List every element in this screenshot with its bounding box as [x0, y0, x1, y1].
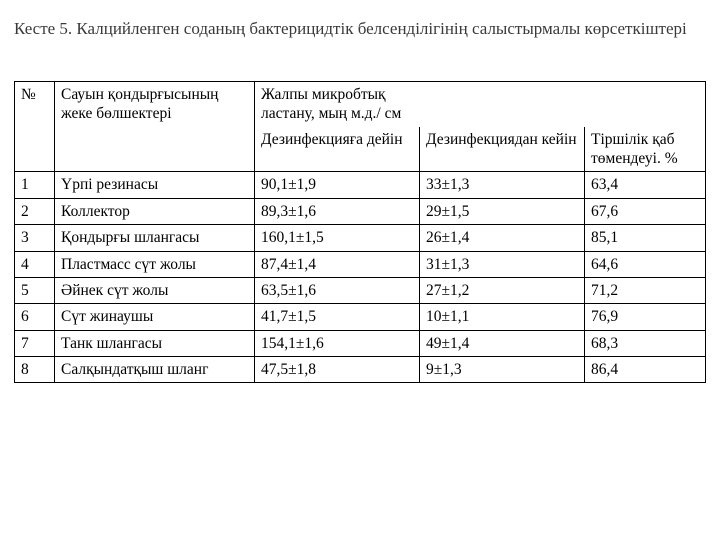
cell-before: 63,5±1,6: [255, 277, 420, 303]
table-row: 5 Әйнек сүт жолы 63,5±1,6 27±1,2 71,2: [15, 277, 706, 303]
cell-before: 47,5±1,8: [255, 357, 420, 383]
header-before: Дезинфекцияға дейін: [255, 127, 420, 172]
table-row: 1 Үрпі резинасы 90,1±1,9 33±1,3 63,4: [15, 172, 706, 198]
cell-before: 90,1±1,9: [255, 172, 420, 198]
cell-part: Сүт жинаушы: [55, 304, 255, 330]
cell-dec: 63,4: [585, 172, 706, 198]
table-row: 4 Пластмасс сүт жолы 87,4±1,4 31±1,3 64,…: [15, 251, 706, 277]
table-row: 6 Сүт жинаушы 41,7±1,5 10±1,1 76,9: [15, 304, 706, 330]
data-table: № Сауын қондырғысының жеке бөлшектері Жа…: [14, 81, 706, 384]
table-row: 7 Танк шлангасы 154,1±1,6 49±1,4 68,3: [15, 330, 706, 356]
table-row: 8 Салқындатқыш шланг 47,5±1,8 9±1,3 86,4: [15, 357, 706, 383]
table-caption: Кесте 5. Калцийленген соданың бактерицид…: [14, 18, 706, 41]
header-after: Дезинфекциядан кейін: [420, 127, 585, 172]
cell-part: Коллектор: [55, 198, 255, 224]
header-part: Сауын қондырғысының жеке бөлшектері: [55, 81, 255, 126]
cell-dec: 64,6: [585, 251, 706, 277]
cell-num: 7: [15, 330, 55, 356]
header-group-a: Жалпы микробтық ластану, мың м.д./ см: [255, 81, 420, 126]
cell-num: 4: [15, 251, 55, 277]
cell-part: Салқындатқыш шланг: [55, 357, 255, 383]
cell-before: 154,1±1,6: [255, 330, 420, 356]
cell-before: 41,7±1,5: [255, 304, 420, 330]
cell-before: 89,3±1,6: [255, 198, 420, 224]
header-row-1: № Сауын қондырғысының жеке бөлшектері Жа…: [15, 81, 706, 126]
cell-part: Пластмасс сүт жолы: [55, 251, 255, 277]
cell-dec: 85,1: [585, 225, 706, 251]
header-row-2: Дезинфекцияға дейін Дезинфекциядан кейін…: [15, 127, 706, 172]
cell-after: 27±1,2: [420, 277, 585, 303]
cell-after: 10±1,1: [420, 304, 585, 330]
header-dec: Тіршілік қаб төмендеуі. %: [585, 127, 706, 172]
cell-num: 3: [15, 225, 55, 251]
cell-num: 2: [15, 198, 55, 224]
table-row: 3 Қондырғы шлангасы 160,1±1,5 26±1,4 85,…: [15, 225, 706, 251]
table-row: 2 Коллектор 89,3±1,6 29±1,5 67,6: [15, 198, 706, 224]
cell-after: 31±1,3: [420, 251, 585, 277]
cell-num: 6: [15, 304, 55, 330]
cell-after: 33±1,3: [420, 172, 585, 198]
header-part-cont: [55, 127, 255, 172]
cell-dec: 67,6: [585, 198, 706, 224]
header-num: №: [15, 81, 55, 126]
cell-num: 8: [15, 357, 55, 383]
cell-before: 160,1±1,5: [255, 225, 420, 251]
cell-part: Танк шлангасы: [55, 330, 255, 356]
cell-after: 26±1,4: [420, 225, 585, 251]
cell-dec: 71,2: [585, 277, 706, 303]
cell-num: 1: [15, 172, 55, 198]
cell-num: 5: [15, 277, 55, 303]
header-num-cont: [15, 127, 55, 172]
header-group-b: [420, 81, 585, 126]
cell-after: 49±1,4: [420, 330, 585, 356]
cell-after: 29±1,5: [420, 198, 585, 224]
header-group-c: [585, 81, 706, 126]
cell-part: Әйнек сүт жолы: [55, 277, 255, 303]
cell-after: 9±1,3: [420, 357, 585, 383]
cell-before: 87,4±1,4: [255, 251, 420, 277]
cell-dec: 76,9: [585, 304, 706, 330]
cell-dec: 86,4: [585, 357, 706, 383]
cell-part: Қондырғы шлангасы: [55, 225, 255, 251]
cell-part: Үрпі резинасы: [55, 172, 255, 198]
cell-dec: 68,3: [585, 330, 706, 356]
